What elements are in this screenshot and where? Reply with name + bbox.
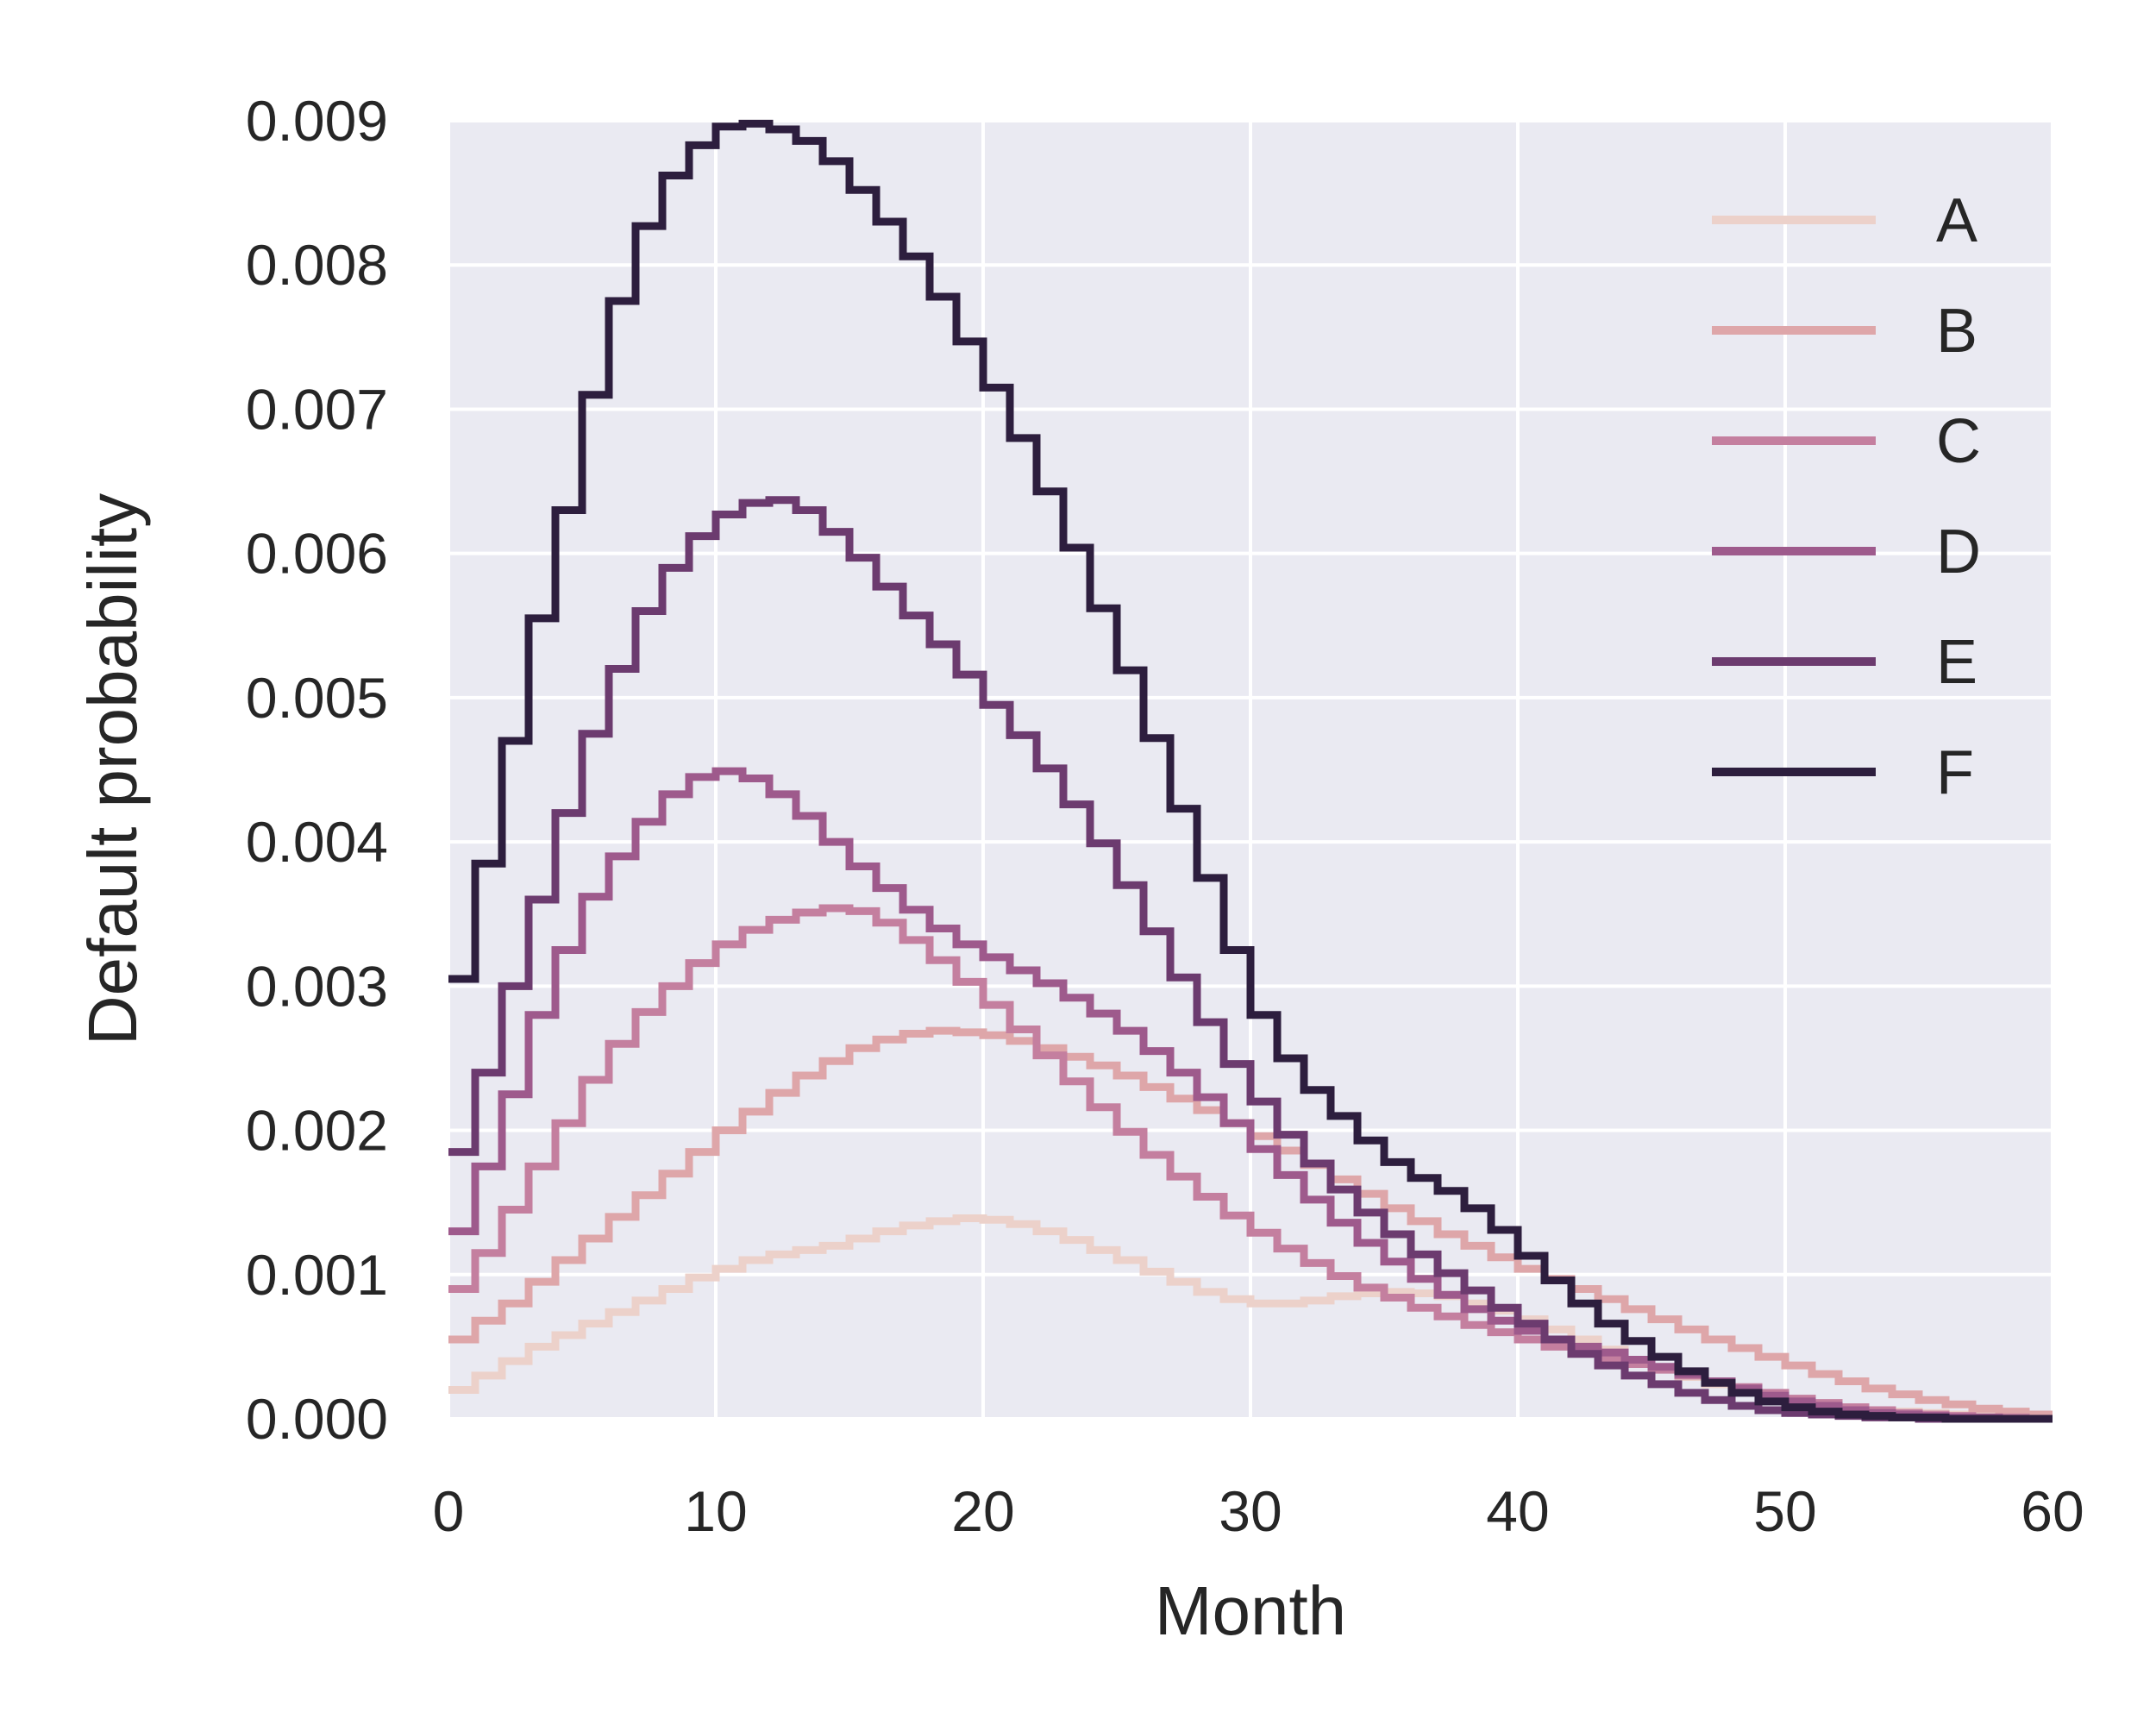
x-tick-label: 10 [684,1479,747,1543]
legend-label-e: E [1936,628,1977,697]
x-tick-label: 0 [433,1479,465,1543]
y-tick-label: 0.004 [246,810,388,874]
y-tick-label: 0.006 [246,522,388,586]
y-tick-label: 0.002 [246,1099,388,1163]
y-tick-label: 0.009 [246,89,388,153]
x-tick-label: 50 [1753,1479,1816,1543]
legend-label-d: D [1936,518,1981,586]
y-tick-label: 0.008 [246,233,388,297]
y-tick-label: 0.001 [246,1243,388,1307]
legend-label-b: B [1936,297,1977,366]
legend-label-f: F [1936,738,1974,807]
y-tick-label: 0.000 [246,1387,388,1451]
y-tick-labels: 0.000 0.001 0.002 0.003 0.004 0.005 0.006 0.007… [246,89,388,1451]
y-tick-label: 0.005 [246,666,388,730]
x-tick-label: 60 [2021,1479,2084,1543]
series-line-f [448,119,2053,1423]
x-tick-label: 40 [1486,1479,1549,1543]
y-tick-label: 0.007 [246,377,388,441]
x-tick-label: 20 [951,1479,1014,1543]
series-line-e [448,496,2053,1423]
x-tick-label: 30 [1219,1479,1282,1543]
legend-label-c: C [1936,407,1981,476]
y-axis-label: Default probability [74,493,151,1045]
x-axis-label: Month [1155,1572,1346,1649]
legend-label-a: A [1936,186,1977,255]
x-tick-labels: 0 10 20 30 40 50 60 [433,1479,2084,1543]
y-tick-label: 0.003 [246,954,388,1018]
series-lines [448,119,2053,1423]
